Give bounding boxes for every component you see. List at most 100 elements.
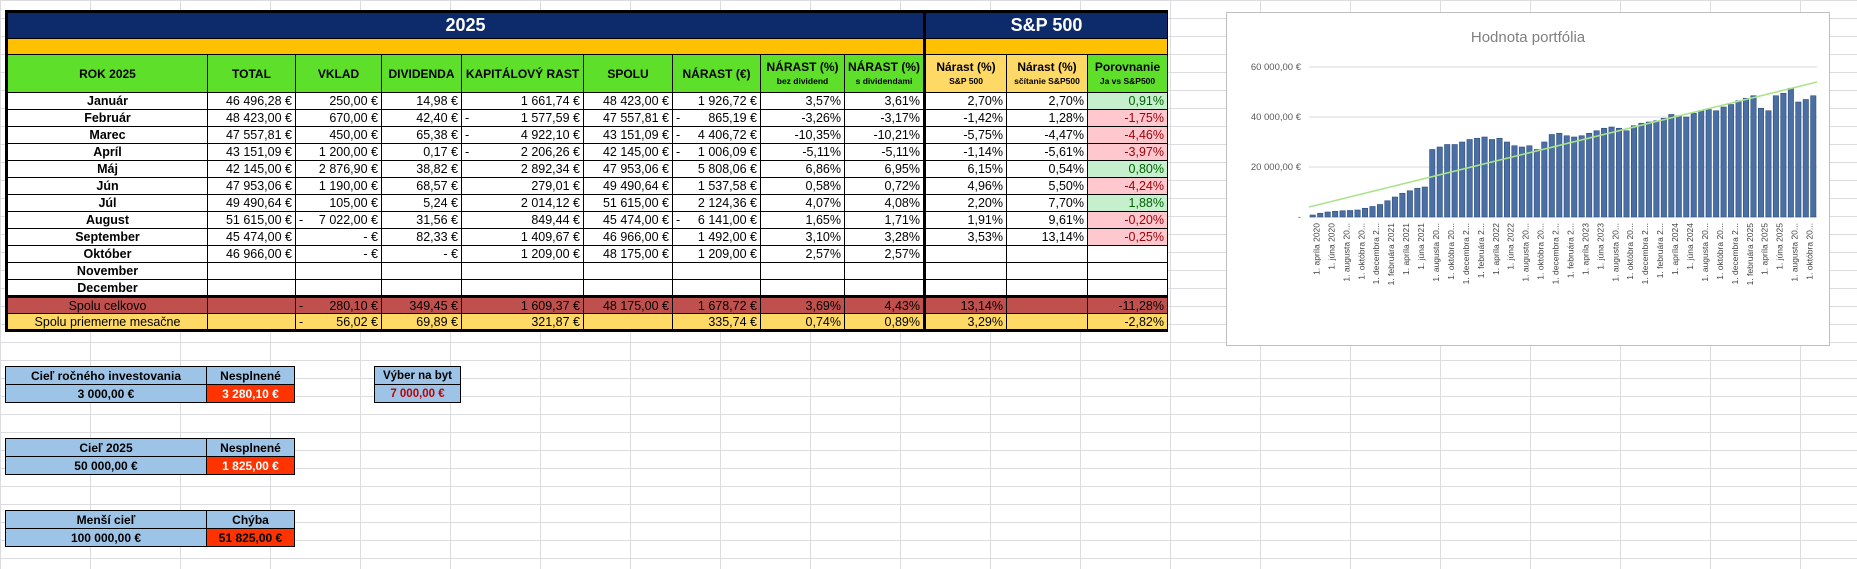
narast-eur-cell[interactable]: 1 209,00 € [672, 245, 761, 263]
porovnanie-cell[interactable] [1087, 245, 1168, 263]
totals-porovnanie[interactable]: -11,28% [1087, 295, 1168, 314]
porovnanie-cell[interactable] [1087, 279, 1168, 297]
kapitalovy-rast-cell[interactable]: - 4 922,10 € [461, 126, 584, 144]
total-cell[interactable] [207, 279, 296, 297]
narast-eur-cell[interactable]: - 865,19 € [672, 109, 761, 127]
dividenda-cell[interactable]: - € [381, 245, 462, 263]
vklad-cell[interactable] [295, 262, 382, 280]
total-cell[interactable]: 45 474,00 € [207, 228, 296, 246]
sp-narast-cell[interactable] [923, 279, 1007, 297]
sp-narast-cell[interactable]: 4,96% [923, 177, 1007, 195]
vyber-value[interactable]: 7 000,00 € [374, 384, 461, 403]
narast-eur-cell[interactable]: - 1 006,09 € [672, 143, 761, 161]
kapitalovy-rast-cell[interactable]: 1 209,00 € [461, 245, 584, 263]
totals-total-cell[interactable] [207, 295, 296, 314]
vklad-cell[interactable]: - € [295, 245, 382, 263]
goal-status[interactable]: Chýba [206, 510, 295, 529]
sp-narast-cell[interactable]: 6,15% [923, 160, 1007, 178]
month-cell[interactable]: Marec [5, 126, 208, 144]
total-cell[interactable]: 46 966,00 € [207, 245, 296, 263]
averages-spolu-cell[interactable] [583, 313, 673, 332]
narast-eur-cell[interactable]: - 6 141,00 € [672, 211, 761, 229]
porovnanie-cell[interactable]: -3,97% [1087, 143, 1168, 161]
narast-eur-cell[interactable] [672, 279, 761, 297]
averages-sp-scitanie[interactable] [1006, 313, 1088, 332]
porovnanie-cell[interactable]: 0,91% [1087, 92, 1168, 110]
vklad-cell[interactable]: 450,00 € [295, 126, 382, 144]
sp-scitanie-cell[interactable] [1006, 245, 1088, 263]
sp-scitanie-cell[interactable] [1006, 262, 1088, 280]
vklad-cell[interactable]: - € [295, 228, 382, 246]
totals-narast-s[interactable]: 4,43% [844, 295, 925, 314]
goal-value[interactable]: 100 000,00 € [5, 528, 207, 547]
spolu-cell[interactable]: 43 151,09 € [583, 126, 673, 144]
narast-bez-cell[interactable]: 2,57% [760, 245, 845, 263]
narast-bez-cell[interactable]: 6,86% [760, 160, 845, 178]
goal-status[interactable]: Nesplnené [206, 438, 295, 457]
sp-scitanie-cell[interactable] [1006, 279, 1088, 297]
narast-eur-cell[interactable]: - 4 406,72 € [672, 126, 761, 144]
narast-bez-cell[interactable] [760, 279, 845, 297]
totals-sp-scitanie[interactable] [1006, 295, 1088, 314]
kapitalovy-rast-cell[interactable]: 279,01 € [461, 177, 584, 195]
kapitalovy-rast-cell[interactable]: 2 892,34 € [461, 160, 584, 178]
dividenda-cell[interactable] [381, 279, 462, 297]
total-cell[interactable]: 43 151,09 € [207, 143, 296, 161]
sp-scitanie-cell[interactable]: 5,50% [1006, 177, 1088, 195]
dividenda-cell[interactable] [381, 262, 462, 280]
vklad-cell[interactable]: 670,00 € [295, 109, 382, 127]
spolu-cell[interactable]: 51 615,00 € [583, 194, 673, 212]
col-total[interactable]: TOTAL [207, 54, 296, 93]
goal-label[interactable]: Cieľ ročného investovania [5, 366, 207, 385]
col-sp-scitanie[interactable]: Nárast (%) sčítanie S&P500 [1006, 54, 1088, 93]
narast-s-cell[interactable]: 4,08% [844, 194, 925, 212]
porovnanie-cell[interactable]: -0,20% [1087, 211, 1168, 229]
spolu-cell[interactable]: 47 557,81 € [583, 109, 673, 127]
goal-value[interactable]: 50 000,00 € [5, 456, 207, 475]
kapitalovy-rast-cell[interactable]: 1 661,74 € [461, 92, 584, 110]
sp-scitanie-cell[interactable]: -4,47% [1006, 126, 1088, 144]
narast-eur-cell[interactable]: 1 492,00 € [672, 228, 761, 246]
dividenda-cell[interactable]: 82,33 € [381, 228, 462, 246]
vklad-cell[interactable]: -7 022,00 € [295, 211, 382, 229]
total-cell[interactable]: 42 145,00 € [207, 160, 296, 178]
totals-sp-narast[interactable]: 13,14% [923, 295, 1007, 314]
narast-eur-cell[interactable]: 5 808,06 € [672, 160, 761, 178]
col-dividenda[interactable]: DIVIDENDA [381, 54, 462, 93]
averages-narast-bez[interactable]: 0,74% [760, 313, 845, 332]
averages-porovnanie[interactable]: -2,82% [1087, 313, 1168, 332]
totals-narast-bez[interactable]: 3,69% [760, 295, 845, 314]
total-cell[interactable]: 47 557,81 € [207, 126, 296, 144]
narast-eur-cell[interactable]: 2 124,36 € [672, 194, 761, 212]
sp-narast-cell[interactable]: 2,20% [923, 194, 1007, 212]
narast-eur-cell[interactable]: 1 537,58 € [672, 177, 761, 195]
porovnanie-cell[interactable]: -4,24% [1087, 177, 1168, 195]
narast-bez-cell[interactable]: 1,65% [760, 211, 845, 229]
goal-status[interactable]: Nesplnené [206, 366, 295, 385]
kapitalovy-rast-cell[interactable]: 849,44 € [461, 211, 584, 229]
month-cell[interactable]: Január [5, 92, 208, 110]
goal-remaining[interactable]: 1 825,00 € [206, 456, 295, 475]
vklad-cell[interactable] [295, 279, 382, 297]
total-cell[interactable] [207, 262, 296, 280]
narast-bez-cell[interactable]: 0,58% [760, 177, 845, 195]
sp-scitanie-cell[interactable]: -5,61% [1006, 143, 1088, 161]
sp-narast-cell[interactable]: 2,70% [923, 92, 1007, 110]
kapitalovy-rast-cell[interactable]: 2 014,12 € [461, 194, 584, 212]
spolu-cell[interactable]: 48 175,00 € [583, 245, 673, 263]
averages-sp-narast[interactable]: 3,29% [923, 313, 1007, 332]
dividenda-cell[interactable]: 14,98 € [381, 92, 462, 110]
kapitalovy-rast-cell[interactable] [461, 262, 584, 280]
kapitalovy-rast-cell[interactable] [461, 279, 584, 297]
narast-bez-cell[interactable]: -3,26% [760, 109, 845, 127]
spolu-cell[interactable]: 49 490,64 € [583, 177, 673, 195]
narast-s-cell[interactable]: 1,71% [844, 211, 925, 229]
vklad-cell[interactable]: 105,00 € [295, 194, 382, 212]
averages-kapitalovy-rast[interactable]: 321,87 € [461, 313, 584, 332]
sp-scitanie-cell[interactable]: 13,14% [1006, 228, 1088, 246]
narast-eur-cell[interactable]: 1 926,72 € [672, 92, 761, 110]
totals-kapitalovy-rast[interactable]: 1 609,37 € [461, 295, 584, 314]
month-cell[interactable]: Máj [5, 160, 208, 178]
col-kapitalovy-rast[interactable]: KAPITÁLOVÝ RAST [461, 54, 584, 93]
vklad-cell[interactable]: 1 190,00 € [295, 177, 382, 195]
